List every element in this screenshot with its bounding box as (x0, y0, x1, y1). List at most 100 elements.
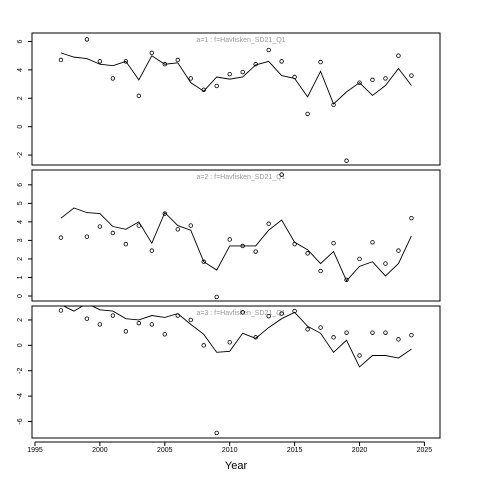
point (305, 111, 310, 117)
point (175, 227, 180, 232)
point (97, 322, 103, 327)
point (110, 230, 116, 236)
point (84, 316, 90, 321)
y-tick-label: -2 (17, 368, 24, 374)
panel-title: a=2 : f=Havfisken_SD21_Q1 (196, 174, 285, 181)
point (357, 80, 362, 85)
plot-area (58, 306, 414, 436)
point (357, 256, 362, 262)
point (84, 37, 90, 42)
point (58, 308, 64, 313)
point (383, 261, 388, 266)
x-tick-label: 2005 (157, 447, 173, 454)
point (318, 325, 323, 330)
point (162, 211, 167, 216)
y-tick-label: -4 (17, 393, 24, 399)
point (162, 332, 167, 337)
point (344, 330, 349, 335)
point (188, 223, 193, 228)
point (240, 310, 245, 315)
point (110, 313, 116, 318)
point (136, 93, 142, 99)
y-tick-label: 2 (17, 257, 24, 261)
point (279, 172, 284, 177)
point (149, 50, 155, 56)
point (188, 76, 193, 81)
y-tick-label: 4 (17, 68, 24, 72)
point (136, 320, 142, 326)
point (214, 430, 219, 436)
line (62, 306, 412, 368)
point (149, 248, 155, 253)
y-tick-label: 5 (17, 201, 24, 205)
point (188, 317, 193, 323)
point (214, 83, 219, 89)
point (344, 158, 349, 163)
point (266, 313, 271, 319)
point (357, 353, 362, 358)
y-tick-label: -6 (17, 418, 24, 424)
panel-frame (31, 305, 441, 439)
point (253, 249, 258, 254)
point (279, 59, 284, 64)
x-tick-label: 2025 (417, 447, 433, 454)
point (201, 343, 206, 348)
point (383, 330, 388, 335)
point (123, 241, 129, 247)
point (227, 237, 232, 242)
point (370, 77, 375, 83)
point (123, 59, 129, 64)
point (318, 268, 323, 274)
x-tick-label: 2015 (287, 447, 303, 454)
point (58, 235, 64, 240)
point (201, 259, 206, 264)
y-tick-label: 2 (17, 96, 24, 100)
point (279, 311, 284, 316)
point (240, 69, 245, 75)
panel-frame (31, 169, 441, 302)
point (344, 277, 349, 283)
point (149, 322, 155, 327)
x-axis-label: Year (225, 460, 248, 472)
point (305, 251, 310, 256)
point (97, 59, 103, 64)
line (60, 207, 412, 282)
point (58, 57, 64, 63)
y-tick-label: 1 (17, 275, 24, 279)
point (318, 59, 323, 65)
point (214, 294, 219, 300)
y-tick-label: 6 (17, 183, 24, 187)
point (175, 57, 180, 63)
x-tick-label: 2000 (92, 447, 108, 454)
point (396, 337, 401, 342)
point (227, 71, 232, 77)
y-tick-label: 0 (17, 343, 24, 347)
point (266, 47, 271, 53)
point (123, 329, 129, 334)
y-tick-label: 6 (17, 39, 24, 43)
point (97, 224, 103, 229)
point (383, 76, 388, 81)
x-tick-label: 2010 (222, 447, 238, 454)
point (370, 240, 375, 245)
x-tick-label: 1995 (27, 447, 43, 454)
y-tick-label: 2 (17, 318, 24, 322)
point (331, 335, 336, 340)
y-tick-label: 3 (17, 238, 24, 242)
point (84, 234, 90, 239)
point (409, 73, 414, 78)
y-tick-label: 0 (17, 294, 24, 298)
point (110, 76, 116, 81)
point (305, 327, 310, 332)
point (370, 330, 375, 335)
plot-area (58, 172, 414, 300)
panel-title: a=1 : f=Havfisken_SD21_Q1 (196, 37, 285, 44)
y-tick-label: -2 (17, 152, 24, 158)
point (227, 340, 232, 345)
x-tick-label: 2020 (352, 447, 368, 454)
point (409, 332, 414, 338)
line (60, 52, 412, 105)
point (331, 240, 336, 246)
plot-area (58, 37, 414, 163)
